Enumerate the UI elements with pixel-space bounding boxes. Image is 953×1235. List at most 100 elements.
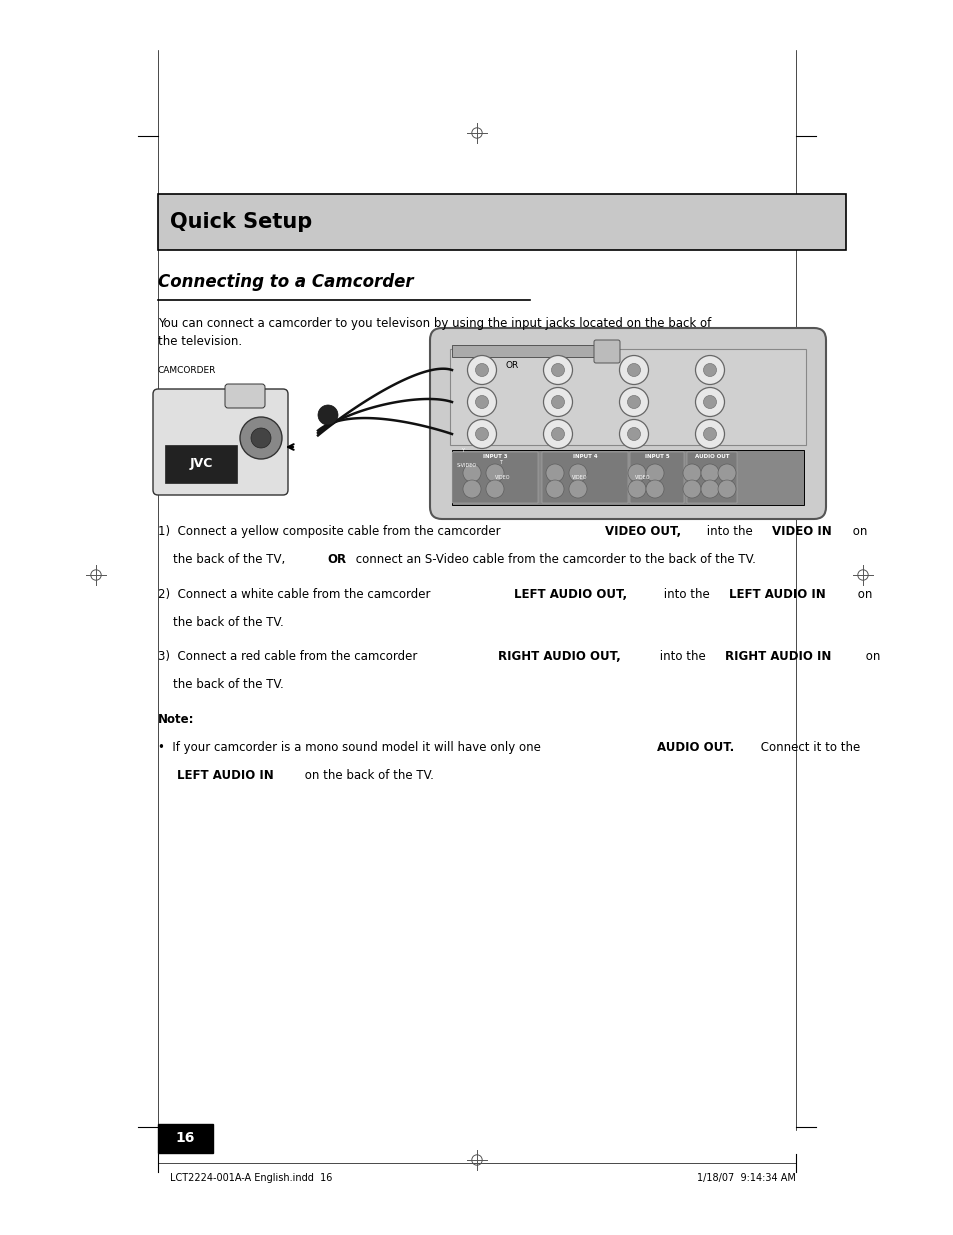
FancyBboxPatch shape — [165, 445, 236, 483]
Text: 16: 16 — [175, 1131, 195, 1146]
Text: LCT2224-001A-A English.indd  16: LCT2224-001A-A English.indd 16 — [170, 1173, 332, 1183]
Text: INPUT 3: INPUT 3 — [482, 454, 507, 459]
FancyBboxPatch shape — [452, 345, 594, 357]
Text: into the: into the — [656, 650, 709, 663]
Circle shape — [700, 480, 719, 498]
Circle shape — [543, 420, 572, 448]
Text: connect an S-Video cable from the camcorder to the back of the TV.: connect an S-Video cable from the camcor… — [352, 553, 755, 566]
FancyBboxPatch shape — [686, 452, 737, 503]
Circle shape — [627, 464, 645, 482]
FancyBboxPatch shape — [158, 1124, 213, 1153]
Circle shape — [702, 395, 716, 409]
FancyBboxPatch shape — [629, 452, 683, 503]
FancyBboxPatch shape — [430, 329, 825, 519]
Text: on: on — [862, 650, 880, 663]
Text: VIDEO: VIDEO — [635, 475, 650, 480]
Circle shape — [545, 480, 563, 498]
Circle shape — [551, 363, 564, 377]
FancyBboxPatch shape — [452, 450, 803, 505]
Text: into the: into the — [702, 525, 756, 538]
Text: INPUT 4: INPUT 4 — [572, 454, 597, 459]
Text: VIDEO OUT,: VIDEO OUT, — [604, 525, 680, 538]
Text: the back of the TV.: the back of the TV. — [158, 616, 283, 629]
FancyBboxPatch shape — [152, 389, 288, 495]
FancyBboxPatch shape — [158, 194, 845, 249]
Text: VIDEO IN: VIDEO IN — [771, 525, 831, 538]
Text: VIDEO: VIDEO — [572, 475, 587, 480]
Circle shape — [682, 480, 700, 498]
Circle shape — [485, 480, 503, 498]
Circle shape — [695, 356, 723, 384]
Circle shape — [695, 420, 723, 448]
Text: AUDIO OUT.: AUDIO OUT. — [657, 741, 734, 755]
Circle shape — [543, 388, 572, 416]
Text: on: on — [853, 588, 872, 601]
FancyBboxPatch shape — [452, 452, 537, 503]
Circle shape — [551, 395, 564, 409]
Text: LEFT AUDIO IN: LEFT AUDIO IN — [176, 769, 273, 782]
Text: 3)  Connect a red cable from the camcorder: 3) Connect a red cable from the camcorde… — [158, 650, 420, 663]
Text: into the: into the — [659, 588, 713, 601]
Circle shape — [568, 464, 586, 482]
Circle shape — [682, 464, 700, 482]
Text: Connecting to a Camcorder: Connecting to a Camcorder — [158, 273, 414, 291]
Circle shape — [475, 395, 488, 409]
FancyBboxPatch shape — [225, 384, 265, 408]
Circle shape — [545, 464, 563, 482]
Circle shape — [702, 363, 716, 377]
Text: OR: OR — [504, 361, 517, 370]
Circle shape — [718, 464, 735, 482]
Circle shape — [645, 464, 663, 482]
Circle shape — [627, 395, 639, 409]
Circle shape — [240, 417, 282, 459]
Circle shape — [467, 388, 496, 416]
Text: CAMCORDER: CAMCORDER — [158, 366, 216, 375]
Text: INPUT 5: INPUT 5 — [644, 454, 669, 459]
Circle shape — [467, 356, 496, 384]
Text: JVC: JVC — [189, 457, 213, 471]
Circle shape — [475, 363, 488, 377]
Circle shape — [551, 427, 564, 441]
Text: 1)  Connect a yellow composite cable from the camcorder: 1) Connect a yellow composite cable from… — [158, 525, 504, 538]
FancyBboxPatch shape — [541, 452, 627, 503]
Text: TV Rear Panel: TV Rear Panel — [541, 362, 613, 372]
Circle shape — [462, 480, 480, 498]
Text: T: T — [498, 459, 501, 466]
Circle shape — [627, 427, 639, 441]
Text: 2)  Connect a white cable from the camcorder: 2) Connect a white cable from the camcor… — [158, 588, 434, 601]
Text: the back of the TV,: the back of the TV, — [158, 553, 289, 566]
Text: Quick Setup: Quick Setup — [170, 212, 312, 232]
Circle shape — [645, 480, 663, 498]
Circle shape — [462, 464, 480, 482]
Circle shape — [485, 464, 503, 482]
FancyBboxPatch shape — [594, 340, 619, 363]
Circle shape — [695, 388, 723, 416]
Circle shape — [317, 405, 337, 425]
Text: on the back of the TV.: on the back of the TV. — [301, 769, 434, 782]
Text: OR: OR — [327, 553, 346, 566]
Text: LEFT AUDIO OUT,: LEFT AUDIO OUT, — [514, 588, 627, 601]
Text: RIGHT AUDIO OUT,: RIGHT AUDIO OUT, — [497, 650, 619, 663]
Text: RIGHT AUDIO IN: RIGHT AUDIO IN — [724, 650, 830, 663]
Text: the back of the TV.: the back of the TV. — [158, 678, 283, 692]
Circle shape — [702, 427, 716, 441]
Circle shape — [718, 480, 735, 498]
Circle shape — [568, 480, 586, 498]
Circle shape — [467, 420, 496, 448]
Text: AUDIO OUT: AUDIO OUT — [694, 454, 728, 459]
Circle shape — [627, 480, 645, 498]
Text: 1/18/07  9:14:34 AM: 1/18/07 9:14:34 AM — [697, 1173, 795, 1183]
Circle shape — [251, 429, 271, 448]
Circle shape — [627, 363, 639, 377]
Text: VIDEO: VIDEO — [495, 475, 510, 480]
Circle shape — [618, 420, 648, 448]
Circle shape — [543, 356, 572, 384]
Text: on: on — [848, 525, 867, 538]
Circle shape — [475, 427, 488, 441]
Circle shape — [618, 388, 648, 416]
Text: S-VIDEO: S-VIDEO — [456, 463, 476, 468]
Text: LEFT AUDIO IN: LEFT AUDIO IN — [729, 588, 825, 601]
Text: •  If your camcorder is a mono sound model it will have only one: • If your camcorder is a mono sound mode… — [158, 741, 544, 755]
Text: Connect it to the: Connect it to the — [756, 741, 859, 755]
Text: Y: Y — [460, 448, 463, 453]
